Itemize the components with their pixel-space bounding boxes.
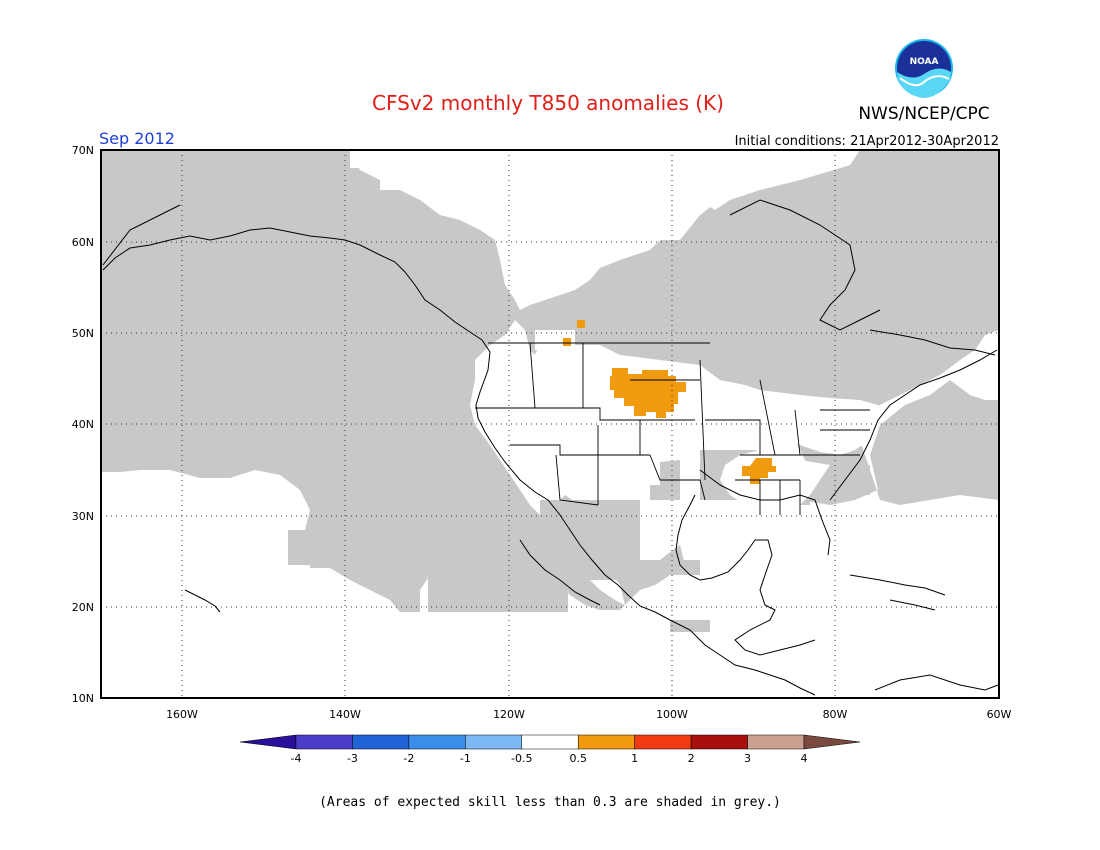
colorbar-high-arrow bbox=[803, 734, 861, 750]
logo-text: NOAA bbox=[910, 57, 939, 67]
colorbar-label: 2 bbox=[688, 752, 695, 765]
lon-label: 60W bbox=[987, 708, 1012, 721]
colorbar: -4 -3 -2 -1 -0.5 0.5 1 2 3 4 bbox=[239, 734, 861, 765]
map-area bbox=[100, 149, 1000, 699]
colorbar-bin bbox=[465, 734, 523, 750]
colorbar-label: -2 bbox=[403, 752, 414, 765]
lat-label: 30N bbox=[72, 510, 94, 523]
colorbar-label: 4 bbox=[801, 752, 808, 765]
lat-label: 20N bbox=[72, 601, 94, 614]
latitude-labels: 70N 60N 50N 40N 30N 20N 10N bbox=[72, 144, 94, 705]
lat-label: 60N bbox=[72, 236, 94, 249]
noaa-logo: NOAA bbox=[895, 39, 953, 98]
lat-label: 40N bbox=[72, 418, 94, 431]
colorbar-label: -0.5 bbox=[511, 752, 532, 765]
colorbar-label: 0.5 bbox=[569, 752, 587, 765]
colorbar-bin bbox=[577, 734, 635, 750]
coastlines bbox=[102, 199, 999, 696]
lon-label: 160W bbox=[166, 708, 198, 721]
colorbar-bin bbox=[690, 734, 748, 750]
colorbar-bin bbox=[352, 734, 410, 750]
colorbar-label: -1 bbox=[460, 752, 471, 765]
lon-label: 140W bbox=[329, 708, 361, 721]
map-frame bbox=[100, 149, 1000, 699]
initial-conditions: Initial conditions: 21Apr2012-30Apr2012 bbox=[735, 134, 999, 149]
lon-label: 120W bbox=[493, 708, 525, 721]
anomaly-positive-region bbox=[563, 320, 776, 484]
colorbar-label: 3 bbox=[744, 752, 751, 765]
forecast-month: Sep 2012 bbox=[99, 129, 175, 148]
colorbar-bin bbox=[408, 734, 466, 750]
colorbar-label: -4 bbox=[291, 752, 302, 765]
lon-label: 80W bbox=[823, 708, 848, 721]
colorbar-low-arrow bbox=[239, 734, 297, 750]
lat-label: 70N bbox=[72, 144, 94, 157]
skill-footnote: (Areas of expected skill less than 0.3 a… bbox=[319, 795, 781, 810]
colorbar-bin bbox=[634, 734, 692, 750]
lat-label: 50N bbox=[72, 327, 94, 340]
colorbar-bin bbox=[521, 734, 579, 750]
colorbar-bin bbox=[295, 734, 353, 750]
colorbar-bin bbox=[747, 734, 805, 750]
organization-label: NWS/NCEP/CPC bbox=[858, 104, 989, 124]
colorbar-label: 1 bbox=[631, 752, 638, 765]
longitude-labels: 160W 140W 120W 100W 80W 60W bbox=[166, 708, 1011, 721]
state-borders bbox=[475, 342, 870, 515]
lat-label: 10N bbox=[72, 692, 94, 705]
chart-title: CFSv2 monthly T850 anomalies (K) bbox=[372, 91, 724, 115]
lon-label: 100W bbox=[656, 708, 688, 721]
colorbar-label: -3 bbox=[347, 752, 358, 765]
